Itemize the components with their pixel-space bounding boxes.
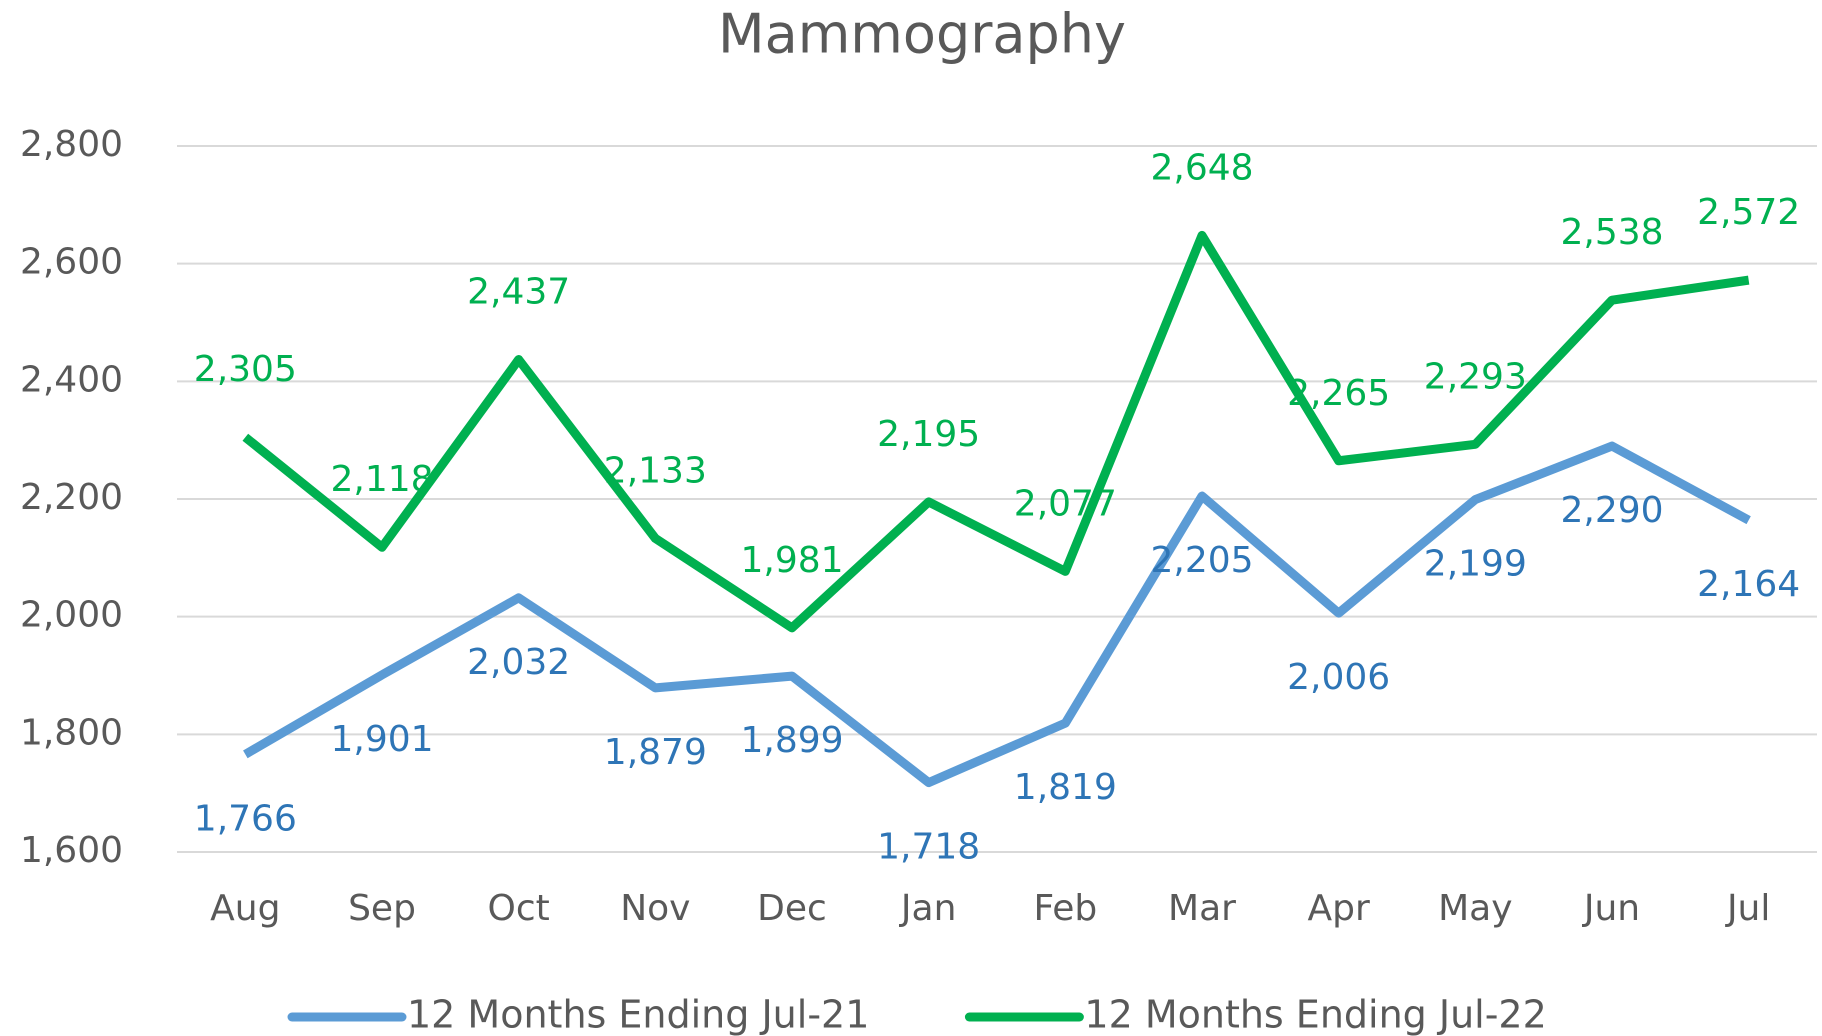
data-label: 2,648 [1150, 147, 1253, 188]
data-label: 2,032 [467, 642, 570, 683]
x-tick-label: Mar [1168, 888, 1236, 929]
x-tick-label: Jul [1725, 888, 1770, 929]
data-label: 2,006 [1287, 657, 1390, 698]
data-label: 1,766 [194, 798, 297, 839]
data-label: 2,199 [1424, 544, 1527, 585]
y-tick-label: 2,200 [20, 477, 123, 518]
data-label: 2,538 [1560, 212, 1663, 253]
data-label: 1,879 [604, 732, 707, 773]
legend-label: 12 Months Ending Jul-22 [1084, 993, 1546, 1036]
x-tick-label: Sep [348, 888, 416, 929]
x-tick-label: May [1438, 888, 1512, 929]
data-label: 2,133 [604, 450, 707, 491]
data-label: 2,293 [1424, 356, 1527, 397]
legend-label: 12 Months Ending Jul-21 [407, 993, 869, 1036]
data-label: 2,572 [1697, 192, 1800, 233]
x-tick-label: Jun [1582, 888, 1640, 929]
data-label: 2,265 [1287, 373, 1390, 414]
data-label: 2,305 [194, 349, 297, 390]
data-label: 2,290 [1560, 490, 1663, 531]
x-tick-label: Jan [899, 888, 957, 929]
x-tick-label: Aug [210, 888, 280, 929]
x-tick-label: Feb [1033, 888, 1097, 929]
data-label: 2,437 [467, 272, 570, 313]
data-label: 2,164 [1697, 564, 1800, 605]
y-tick-label: 1,600 [20, 830, 123, 871]
y-tick-label: 2,400 [20, 359, 123, 400]
y-tick-label: 1,800 [20, 712, 123, 753]
data-label: 2,077 [1014, 483, 1117, 524]
data-label: 2,118 [330, 459, 433, 500]
data-label: 2,205 [1150, 540, 1253, 581]
data-label: 1,899 [740, 720, 843, 761]
y-tick-label: 2,000 [20, 595, 123, 636]
y-tick-label: 2,600 [20, 242, 123, 283]
chart-title: Mammography [718, 3, 1126, 66]
data-label: 1,901 [330, 719, 433, 760]
data-label: 2,195 [877, 414, 980, 455]
data-label: 1,981 [740, 540, 843, 581]
series-line [242, 230, 1750, 633]
y-tick-label: 2,800 [20, 124, 123, 165]
x-tick-label: Oct [488, 888, 550, 929]
series-line [243, 441, 1751, 788]
x-tick-label: Nov [620, 888, 690, 929]
x-tick-label: Dec [757, 888, 827, 929]
data-label: 1,819 [1014, 767, 1117, 808]
data-label: 1,718 [877, 827, 980, 868]
x-tick-label: Apr [1308, 888, 1370, 929]
